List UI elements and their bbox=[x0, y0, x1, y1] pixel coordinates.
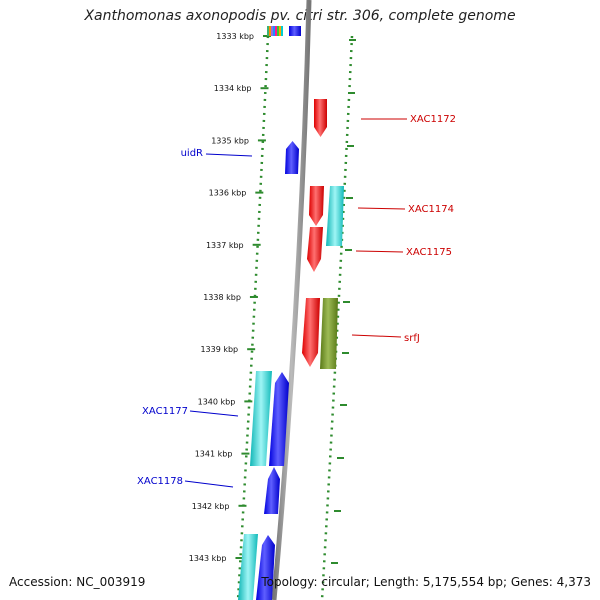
gene-arrow-xac1177[interactable] bbox=[269, 372, 289, 466]
right-ruler bbox=[320, 35, 354, 600]
gene-arrow-xac1178[interactable] bbox=[264, 467, 280, 514]
kbp-tick-label: 1337 kbp bbox=[206, 241, 244, 250]
gene-feature-olive[interactable] bbox=[320, 298, 338, 369]
kbp-tick-label: 1341 kbp bbox=[195, 450, 233, 459]
kbp-tick-label: 1338 kbp bbox=[203, 293, 241, 302]
kbp-tick-label: 1336 kbp bbox=[209, 189, 247, 198]
genome-backbone bbox=[271, 0, 312, 600]
right-ruler-ticks bbox=[331, 39, 356, 564]
kbp-tick-label: 1339 kbp bbox=[200, 345, 238, 354]
gene-arrow-blue-bottom[interactable] bbox=[256, 535, 275, 600]
kbp-tick-label: 1334 kbp bbox=[214, 84, 252, 93]
gene-arrow-uidr[interactable] bbox=[285, 141, 299, 174]
gene-arrow-srfj[interactable] bbox=[302, 298, 320, 367]
gene-label-xac1174[interactable]: XAC1174 bbox=[408, 204, 454, 215]
gene-feature-cyan-1[interactable] bbox=[326, 186, 344, 246]
kbp-tick-label: 1340 kbp bbox=[198, 397, 236, 406]
gene-label-srfj[interactable]: srfJ bbox=[404, 333, 420, 344]
left-ruler: 1333 kbp 1334 kbp 1335 kbp 1336 kbp 1337 kbp… bbox=[189, 32, 271, 600]
genome-summary-text: Topology: circular; Length: 5,175,554 bp… bbox=[261, 575, 591, 589]
kbp-tick-label: 1343 kbp bbox=[189, 554, 227, 563]
top-gene-strip bbox=[267, 26, 301, 36]
gene-arrow-xac1174[interactable] bbox=[309, 186, 324, 226]
gene-arrow-xac1175[interactable] bbox=[307, 227, 323, 272]
gene-labels: XAC1172 uidR XAC1174 XAC1175 srfJ XAC117… bbox=[137, 114, 456, 488]
gene-label-xac1175[interactable]: XAC1175 bbox=[406, 247, 452, 258]
kbp-tick-label: 1335 kbp bbox=[211, 136, 249, 145]
kbp-tick-label: 1333 kbp bbox=[216, 32, 254, 41]
gene-feature-cyan-3[interactable] bbox=[238, 534, 258, 600]
genome-title: Xanthomonas axonopodis pv. citri str. 30… bbox=[84, 8, 516, 24]
gene-label-xac1177[interactable]: XAC1177 bbox=[142, 406, 188, 417]
gene-label-uidr[interactable]: uidR bbox=[181, 148, 203, 159]
gene-features bbox=[238, 99, 344, 600]
gene-feature-cyan-2[interactable] bbox=[250, 371, 272, 466]
gene-label-xac1178[interactable]: XAC1178 bbox=[137, 476, 183, 487]
gene-arrow-xac1172[interactable] bbox=[314, 99, 327, 137]
kbp-tick-label: 1342 kbp bbox=[192, 502, 230, 511]
gene-label-xac1172[interactable]: XAC1172 bbox=[410, 114, 456, 125]
accession-text: Accession: NC_003919 bbox=[9, 575, 146, 589]
